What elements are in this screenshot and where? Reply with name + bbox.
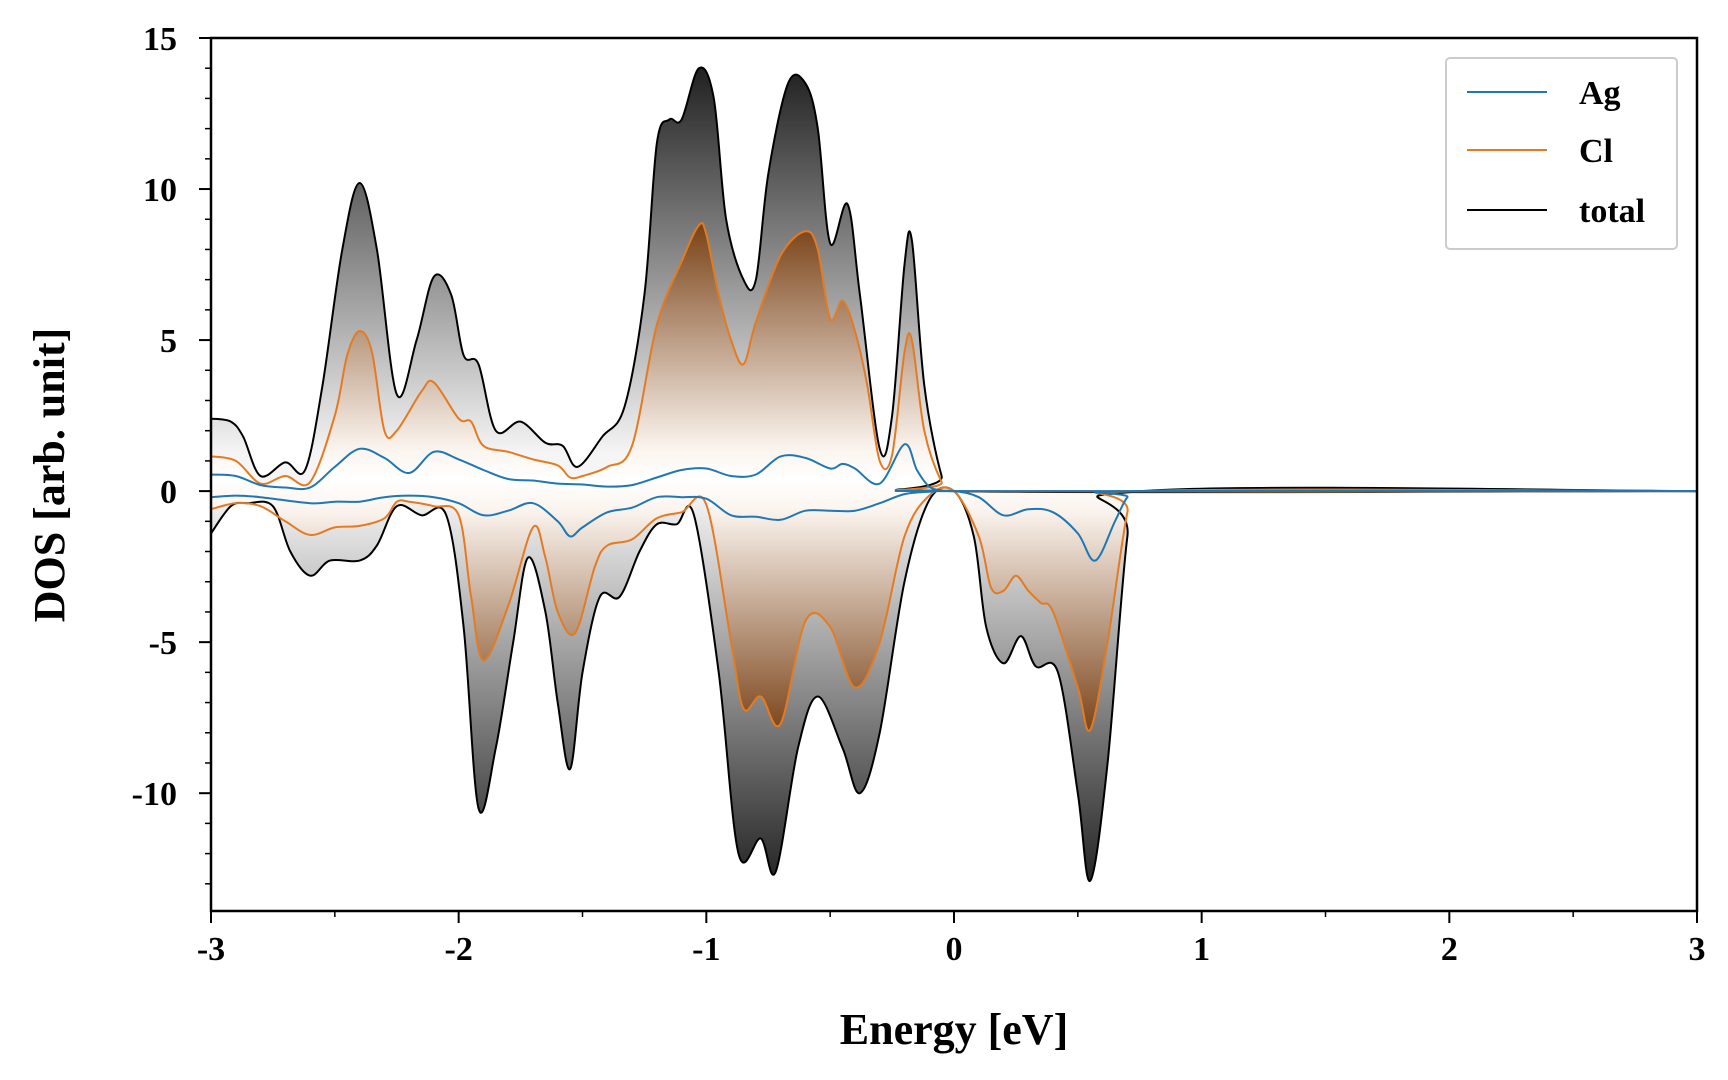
y-axis-title: DOS [arb. unit] [25, 328, 74, 623]
series-lines [211, 66, 1697, 882]
ag-down-line [211, 489, 1697, 562]
x-tick-label: 0 [946, 931, 963, 968]
legend-box [1445, 57, 1678, 250]
y-tick-label: -10 [132, 776, 177, 813]
y-tick-label: 5 [160, 323, 177, 360]
ag-up-line [211, 443, 1697, 493]
x-tick-label: -2 [445, 931, 473, 968]
cl-down-line [211, 486, 1697, 732]
y-tick-label: -5 [149, 625, 177, 662]
x-axis-title: Energy [eV] [840, 1005, 1069, 1054]
cl-up-line [211, 222, 1697, 493]
cl-down-fill [211, 487, 1697, 731]
x-tick-label: 3 [1689, 931, 1706, 968]
y-tick-label: 10 [143, 172, 177, 209]
x-tick-label: 1 [1193, 931, 1210, 968]
legend-label-cl: Cl [1579, 133, 1613, 170]
x-tick-label: 2 [1441, 931, 1458, 968]
legend-label-ag: Ag [1579, 75, 1621, 112]
total-down-fill [211, 487, 1697, 882]
legend: Ag Cl total [1445, 57, 1678, 250]
y-tick-label: 0 [160, 474, 177, 511]
legend-label-total: total [1579, 193, 1645, 230]
y-tick-label: 15 [143, 21, 177, 58]
x-tick-label: -3 [197, 931, 225, 968]
total-up-line [211, 66, 1697, 494]
cl-up-fill [211, 223, 1697, 492]
x-tick-label: -1 [692, 931, 720, 968]
total-down-line [211, 486, 1697, 882]
